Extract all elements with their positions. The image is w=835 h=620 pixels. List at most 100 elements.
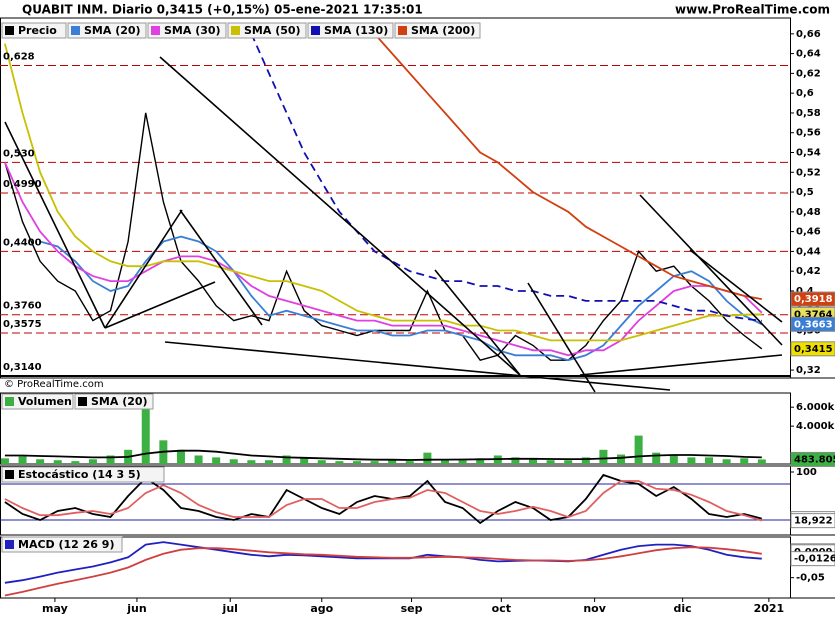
series-line bbox=[373, 33, 762, 300]
volume-bar bbox=[440, 459, 449, 464]
x-tick-label: dic bbox=[674, 602, 692, 615]
x-tick-label: jun bbox=[126, 602, 146, 615]
series-line bbox=[39, 235, 763, 362]
copyright: © ProRealTime.com bbox=[4, 379, 104, 390]
value-badge-label: 0,3415 bbox=[794, 344, 833, 355]
value-badge bbox=[790, 316, 835, 332]
legend-swatch bbox=[398, 26, 407, 35]
volume-bar bbox=[176, 449, 185, 464]
y-tick-label: 0,58 bbox=[796, 108, 821, 119]
volume-bar bbox=[335, 461, 344, 464]
legend-box bbox=[74, 393, 154, 410]
volume-bar bbox=[71, 461, 80, 464]
volume-bar bbox=[511, 457, 520, 464]
legend-box bbox=[1, 536, 123, 553]
y-tick-label: 0,44 bbox=[796, 246, 821, 257]
legend-box bbox=[1, 393, 74, 410]
volume-bar bbox=[0, 458, 9, 464]
value-badge-label: -0,0126 bbox=[794, 554, 835, 565]
volume-bar bbox=[705, 457, 714, 464]
volume-bar bbox=[458, 460, 467, 464]
volume-bar bbox=[53, 460, 62, 464]
series-line bbox=[4, 546, 762, 597]
series-line bbox=[4, 43, 762, 342]
level-label: 0,628 bbox=[3, 51, 35, 62]
legend-swatch bbox=[5, 540, 14, 549]
volume-bar bbox=[581, 457, 590, 464]
legend-label: SMA (200) bbox=[411, 24, 475, 37]
volume-bar bbox=[564, 460, 573, 464]
volume-bar bbox=[212, 457, 221, 464]
volume-bar bbox=[352, 461, 361, 464]
y-tick-label: 0,32 bbox=[796, 365, 821, 376]
legend-label: Volumen bbox=[18, 395, 72, 408]
volume-bar bbox=[317, 460, 326, 464]
volume-bar bbox=[529, 459, 538, 464]
trend-lines bbox=[4, 56, 783, 393]
volume-bar bbox=[36, 459, 45, 464]
y-tick-label: -0,05 bbox=[796, 573, 825, 584]
series-line bbox=[4, 112, 763, 362]
value-badge bbox=[790, 551, 835, 567]
volume-bar bbox=[370, 461, 379, 464]
legend-swatch bbox=[151, 26, 160, 35]
volume-bar bbox=[687, 457, 696, 464]
level-label: 0,3575 bbox=[3, 319, 42, 330]
volume-bar bbox=[740, 458, 749, 464]
series-line bbox=[4, 480, 763, 522]
volume-bar bbox=[599, 449, 608, 464]
volume-bar bbox=[247, 460, 256, 464]
legend-label: SMA (130) bbox=[324, 24, 388, 37]
value-badge-label: 18,922 bbox=[794, 516, 833, 527]
x-tick-label: oct bbox=[492, 602, 511, 615]
legend-label: SMA (20) bbox=[91, 395, 148, 408]
value-badge-label: 0,3764 bbox=[794, 309, 833, 320]
x-tick-label: sep bbox=[401, 602, 423, 615]
volume-bar bbox=[106, 455, 115, 464]
y-tick-label: 0,62 bbox=[796, 68, 821, 79]
y-tick-label: 0,64 bbox=[796, 49, 821, 60]
legend-box bbox=[147, 22, 227, 39]
y-tick-label: 6.000k bbox=[796, 402, 835, 413]
y-tick-label: 0,56 bbox=[796, 128, 821, 139]
volume-bar bbox=[405, 461, 414, 464]
level-label: 0,530 bbox=[3, 148, 35, 159]
volume-bar bbox=[652, 452, 661, 464]
series-line bbox=[4, 449, 762, 461]
x-tick-label: ago bbox=[310, 602, 333, 615]
volume-bar bbox=[423, 452, 432, 464]
legend-swatch bbox=[5, 397, 14, 406]
series-line bbox=[250, 33, 762, 322]
level-label: 0,3140 bbox=[3, 362, 42, 373]
legend-swatch bbox=[231, 26, 240, 35]
y-tick-label: 0,46 bbox=[796, 227, 821, 238]
value-badge-label: 483.805 bbox=[794, 454, 835, 465]
series-line bbox=[4, 473, 763, 525]
volume-bar bbox=[722, 459, 731, 464]
volume-bar bbox=[282, 455, 291, 464]
volume-bar bbox=[388, 460, 397, 464]
value-badge-label: 0,3663 bbox=[794, 319, 833, 330]
x-tick-label: jul bbox=[222, 602, 238, 615]
header-site: www.ProRealTime.com bbox=[675, 3, 830, 17]
legend-swatch bbox=[311, 26, 320, 35]
legend-label: MACD (12 26 9) bbox=[18, 538, 114, 551]
y-tick-label: 0,52 bbox=[796, 167, 821, 178]
value-badge-label: 0,3918 bbox=[794, 294, 833, 305]
y-tick-label: 0,5 bbox=[796, 187, 814, 198]
x-tick-label: may bbox=[42, 602, 68, 615]
y-tick-label: 4.000k bbox=[796, 421, 835, 432]
legend-swatch bbox=[5, 26, 14, 35]
legend-label: SMA (50) bbox=[244, 24, 301, 37]
volume-bar bbox=[476, 458, 485, 464]
volume-bar bbox=[264, 460, 273, 464]
volume-bar bbox=[617, 454, 626, 464]
value-badge bbox=[790, 513, 835, 529]
volume-bar bbox=[88, 459, 97, 464]
y-tick-label: 0,6 bbox=[796, 88, 814, 99]
volume-bar bbox=[757, 459, 766, 464]
level-label: 0,4400 bbox=[3, 237, 42, 248]
legend-swatch bbox=[71, 26, 80, 35]
